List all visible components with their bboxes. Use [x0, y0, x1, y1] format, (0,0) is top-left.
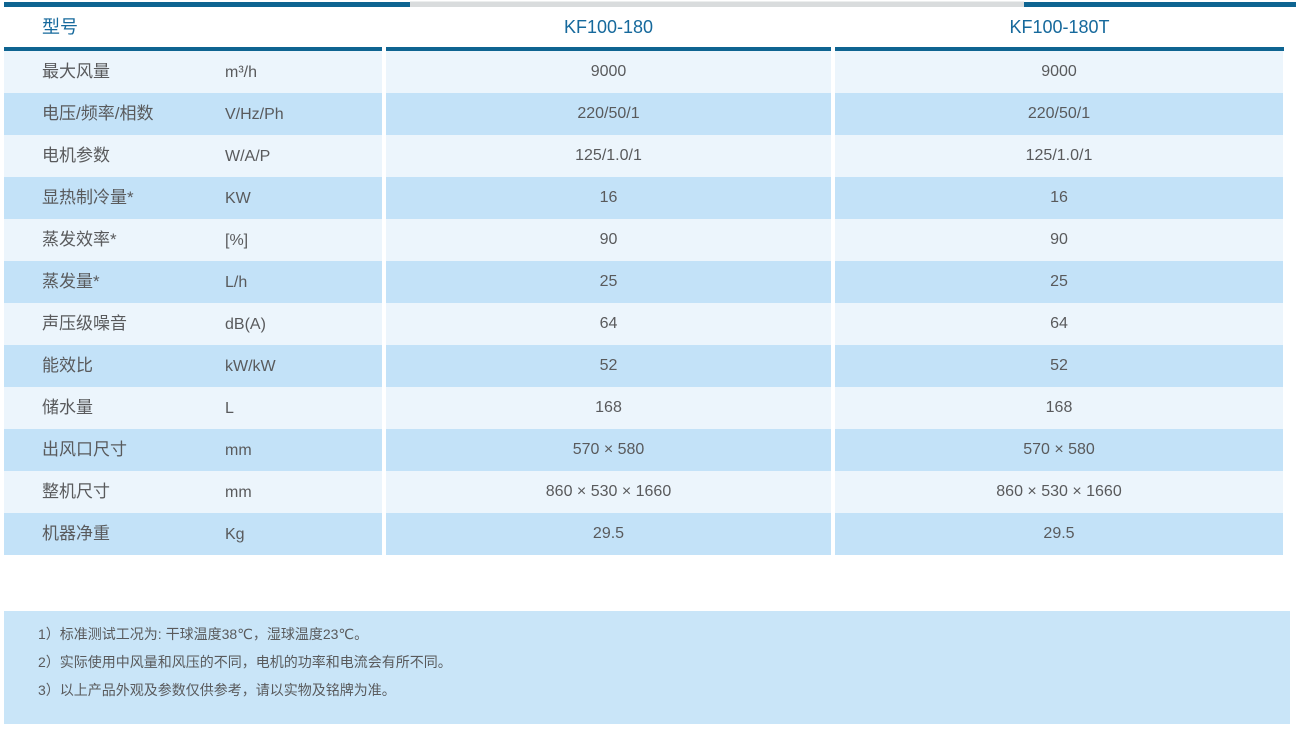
spec-label: 蒸发效率* [42, 230, 117, 249]
spec-label: 显热制冷量* [42, 188, 134, 207]
horizontal-scrollbar-thumb[interactable] [410, 1, 1024, 7]
spec-label: 最大风量 [42, 62, 110, 81]
spec-unit: KW [225, 190, 251, 207]
spec-unit: Kg [225, 526, 245, 543]
table-row: 最大风量 m³/h 9000 9000 [0, 51, 1296, 93]
spec-unit: m³/h [225, 64, 257, 81]
spec-value-kf100-180: 168 [386, 387, 831, 429]
table-top-border-right [1024, 2, 1296, 7]
header-model-kf100-180: KF100-180 [563, 17, 654, 37]
spec-label: 能效比 [42, 356, 93, 375]
spec-unit: kW/kW [225, 358, 276, 375]
table-row: 能效比 kW/kW 52 52 [0, 345, 1296, 387]
spec-label: 整机尺寸 [42, 482, 110, 501]
spec-value-kf100-180: 16 [386, 177, 831, 219]
spec-unit: W/A/P [225, 148, 271, 165]
spec-name-cell: 声压级噪音 dB(A) [4, 303, 382, 345]
spec-value-kf100-180: 570 × 580 [386, 429, 831, 471]
spec-value-kf100-180t: 860 × 530 × 1660 [835, 471, 1283, 513]
spec-name-cell: 最大风量 m³/h [4, 51, 382, 93]
spec-value-kf100-180t: 52 [835, 345, 1283, 387]
spec-name-cell: 蒸发效率* [%] [4, 219, 382, 261]
spec-value-kf100-180t: 25 [835, 261, 1283, 303]
spec-label: 储水量 [42, 398, 93, 417]
spec-value-kf100-180: 29.5 [386, 513, 831, 555]
spec-unit: [%] [225, 232, 249, 249]
header-underline-col3 [835, 47, 1284, 51]
spec-value-kf100-180t: 9000 [835, 51, 1283, 93]
spec-name-cell: 储水量 L [4, 387, 382, 429]
table-row: 整机尺寸 mm 860 × 530 × 1660 860 × 530 × 1660 [0, 471, 1296, 513]
header-underline-col1 [4, 47, 382, 51]
spec-unit: L/h [225, 274, 248, 291]
spec-label: 电机参数 [42, 146, 110, 165]
spec-value-kf100-180: 125/1.0/1 [386, 135, 831, 177]
spec-unit: mm [225, 442, 252, 459]
spec-name-cell: 电压/频率/相数 V/Hz/Ph [4, 93, 382, 135]
spec-unit: mm [225, 484, 252, 501]
table-row: 声压级噪音 dB(A) 64 64 [0, 303, 1296, 345]
table-row: 机器净重 Kg 29.5 29.5 [0, 513, 1296, 555]
spec-value-kf100-180: 90 [386, 219, 831, 261]
spec-name-cell: 机器净重 Kg [4, 513, 382, 555]
spec-value-kf100-180: 64 [386, 303, 831, 345]
spec-value-kf100-180t: 125/1.0/1 [835, 135, 1283, 177]
table-row: 蒸发效率* [%] 90 90 [0, 219, 1296, 261]
table-row: 电机参数 W/A/P 125/1.0/1 125/1.0/1 [0, 135, 1296, 177]
table-row: 蒸发量* L/h 25 25 [0, 261, 1296, 303]
spec-value-kf100-180: 9000 [386, 51, 831, 93]
spec-name-cell: 能效比 kW/kW [4, 345, 382, 387]
table-top-border-left [4, 2, 410, 7]
table-row: 出风口尺寸 mm 570 × 580 570 × 580 [0, 429, 1296, 471]
spec-value-kf100-180: 25 [386, 261, 831, 303]
spec-value-kf100-180t: 220/50/1 [835, 93, 1283, 135]
spec-unit: V/Hz/Ph [225, 106, 284, 123]
spec-value-kf100-180: 220/50/1 [386, 93, 831, 135]
spec-value-kf100-180t: 64 [835, 303, 1283, 345]
spec-unit: dB(A) [225, 316, 266, 333]
spec-label: 声压级噪音 [42, 314, 127, 333]
header-underline-col2 [386, 47, 831, 51]
spec-value-kf100-180t: 90 [835, 219, 1283, 261]
spec-name-cell: 蒸发量* L/h [4, 261, 382, 303]
spec-value-kf100-180t: 570 × 580 [835, 429, 1283, 471]
spec-table-body: 最大风量 m³/h 9000 9000 电压/频率/相数 V/Hz/Ph 220/50/1 2… [0, 51, 1296, 555]
table-row: 电压/频率/相数 V/Hz/Ph 220/50/1 220/50/1 [0, 93, 1296, 135]
spec-label: 出风口尺寸 [42, 440, 127, 459]
table-row: 储水量 L 168 168 [0, 387, 1296, 429]
spec-value-kf100-180: 52 [386, 345, 831, 387]
spec-name-cell: 电机参数 W/A/P [4, 135, 382, 177]
spec-name-cell: 出风口尺寸 mm [4, 429, 382, 471]
spec-value-kf100-180t: 29.5 [835, 513, 1283, 555]
table-row: 显热制冷量* KW 16 16 [0, 177, 1296, 219]
spec-unit: L [225, 400, 234, 417]
footnote-1: 1）标准测试工况为: 干球温度38℃，湿球温度23℃。 [38, 626, 369, 642]
spec-label: 机器净重 [42, 524, 110, 543]
spec-name-cell: 整机尺寸 mm [4, 471, 382, 513]
footnotes-box: 1）标准测试工况为: 干球温度38℃，湿球温度23℃。 2）实际使用中风量和风压… [4, 611, 1290, 724]
spec-label: 电压/频率/相数 [42, 104, 154, 123]
header-model-label: 型号 [42, 17, 78, 37]
header-model-kf100-180t: KF100-180T [1009, 17, 1110, 37]
spec-value-kf100-180t: 168 [835, 387, 1283, 429]
footnote-2: 2）实际使用中风量和风压的不同，电机的功率和电流会有所不同。 [38, 654, 452, 670]
spec-name-cell: 显热制冷量* KW [4, 177, 382, 219]
spec-value-kf100-180: 860 × 530 × 1660 [386, 471, 831, 513]
spec-label: 蒸发量* [42, 272, 100, 291]
footnote-3: 3）以上产品外观及参数仅供参考，请以实物及铭牌为准。 [38, 682, 396, 698]
spec-value-kf100-180t: 16 [835, 177, 1283, 219]
